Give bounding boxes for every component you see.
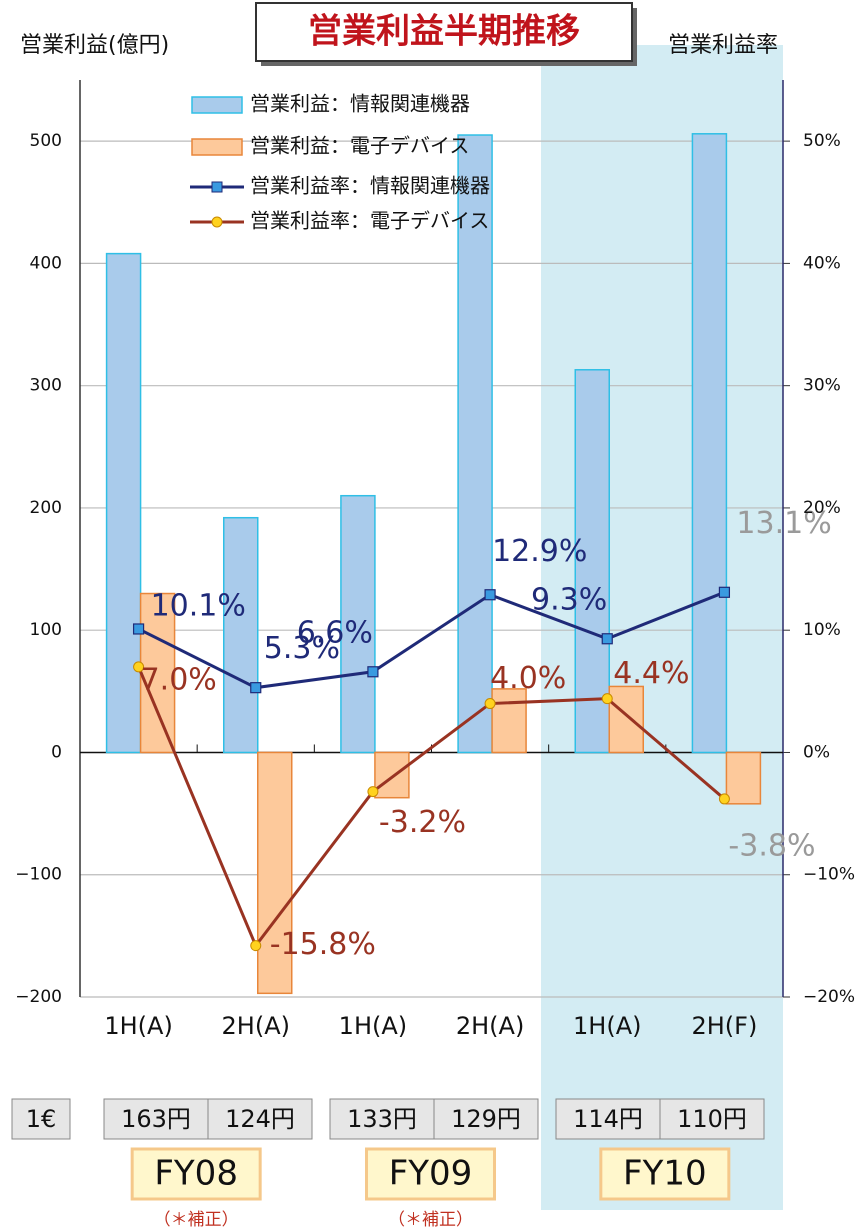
y-tick-label: 0	[51, 742, 62, 762]
chart-title: 営業利益半期推移	[308, 12, 580, 52]
y2-tick-label: 0%	[803, 742, 830, 762]
marker	[250, 682, 262, 694]
data-label: 7.0%	[141, 662, 217, 697]
y-tick-label: 200	[30, 498, 62, 518]
legend-label: 営業利益：電子デバイス	[250, 134, 469, 158]
marker	[367, 786, 379, 798]
rate-label-box	[11, 1098, 71, 1140]
bar	[374, 751, 410, 799]
marker	[601, 693, 613, 705]
line	[137, 590, 725, 690]
bar	[691, 133, 728, 754]
rate-value: 114円	[573, 1105, 643, 1133]
rate-box	[207, 1098, 313, 1140]
bar	[257, 751, 293, 995]
legend-label: 営業利益：情報関連機器	[250, 92, 470, 116]
bar	[457, 134, 493, 754]
y2-tick-label: 40%	[803, 253, 841, 273]
legend-label: 営業利益率：電子デバイス	[250, 209, 489, 233]
marker	[484, 589, 496, 601]
marker	[484, 698, 496, 710]
x-tick-label: 1H(A)	[339, 1012, 407, 1040]
fy-label: FY08	[154, 1154, 238, 1194]
fy-note: （＊補正）	[154, 1210, 239, 1230]
y-tick-label: 300	[30, 376, 62, 396]
data-label: 6.6%	[297, 615, 373, 650]
y2-tick-label: 20%	[803, 498, 841, 518]
marks: 10.1% 5.3%6.6% 12.9% 9.3% 13.1% 7.0% -15.8% -3.…	[105, 133, 832, 995]
data-label: -3.2%	[379, 805, 466, 840]
data-label: -3.8%	[728, 828, 815, 863]
bar	[725, 751, 762, 805]
fy-label: FY09	[389, 1154, 473, 1194]
rate-value: 129円	[451, 1105, 521, 1133]
x-tick-label: 2H(A)	[456, 1012, 524, 1040]
legend-marker	[211, 216, 223, 228]
y2-tick-label: −10%	[803, 865, 855, 885]
legend-swatch	[191, 138, 243, 156]
bar	[223, 516, 259, 754]
rate-value: 133円	[347, 1105, 417, 1133]
data-label: 9.3%	[531, 582, 607, 617]
x-tick-label: 1H(A)	[573, 1012, 641, 1040]
marker	[718, 793, 730, 805]
data-label: 13.1%	[736, 506, 831, 541]
y-axis-title: 営業利益(億円)	[20, 33, 169, 58]
rate-box	[433, 1098, 539, 1140]
data-label: 10.1%	[151, 588, 246, 623]
y2-tick-label: 30%	[803, 376, 841, 396]
data-label: 5.3%	[264, 631, 340, 666]
marker	[133, 661, 145, 673]
data-label: 12.9%	[492, 534, 587, 569]
rate-box	[555, 1098, 661, 1140]
marker	[250, 940, 262, 952]
y2-tick-label: 50%	[803, 131, 841, 151]
rate-value: 124円	[225, 1105, 295, 1133]
y-tick-label: 500	[30, 131, 62, 151]
rate-box	[103, 1098, 209, 1140]
marker	[132, 623, 145, 635]
legend-swatch	[191, 96, 243, 114]
title-box	[255, 2, 633, 62]
rate-value: 163円	[121, 1105, 191, 1133]
bar	[574, 369, 610, 754]
x-tick-label: 2H(A)	[222, 1012, 290, 1040]
bar	[491, 688, 527, 754]
legend-marker	[211, 181, 223, 193]
rate-label: 1€	[26, 1105, 57, 1133]
y2-tick-label: −20%	[803, 987, 855, 1007]
bar	[608, 685, 644, 754]
rate-value: 110円	[677, 1105, 747, 1133]
data-label: 4.4%	[613, 656, 689, 691]
rate-box	[329, 1098, 435, 1140]
marker	[601, 633, 613, 645]
y-tick-label: −200	[15, 987, 62, 1007]
marker	[367, 666, 379, 678]
y2-tick-label: 10%	[803, 620, 841, 640]
rate-box	[659, 1098, 765, 1140]
x-tick-label: 1H(A)	[104, 1012, 172, 1040]
bar	[105, 252, 142, 754]
fy-note: （＊補正）	[388, 1210, 473, 1230]
data-label: -15.8%	[270, 927, 376, 962]
marker	[718, 586, 731, 598]
fy-box	[365, 1147, 496, 1201]
bar	[139, 592, 176, 754]
y-tick-label: −100	[15, 865, 62, 885]
y-tick-label: 100	[30, 620, 62, 640]
bar	[340, 494, 376, 754]
fy-label: FY10	[623, 1154, 707, 1194]
line	[137, 666, 726, 949]
x-tick-label: 2H(F)	[691, 1012, 757, 1040]
y2-axis-title: 営業利益率	[668, 33, 778, 58]
fy-box	[599, 1147, 731, 1201]
data-label: 4.0%	[490, 661, 566, 696]
fy-box	[130, 1147, 262, 1201]
legend-label: 営業利益率：情報関連機器	[250, 174, 490, 198]
y-tick-label: 400	[30, 253, 62, 273]
